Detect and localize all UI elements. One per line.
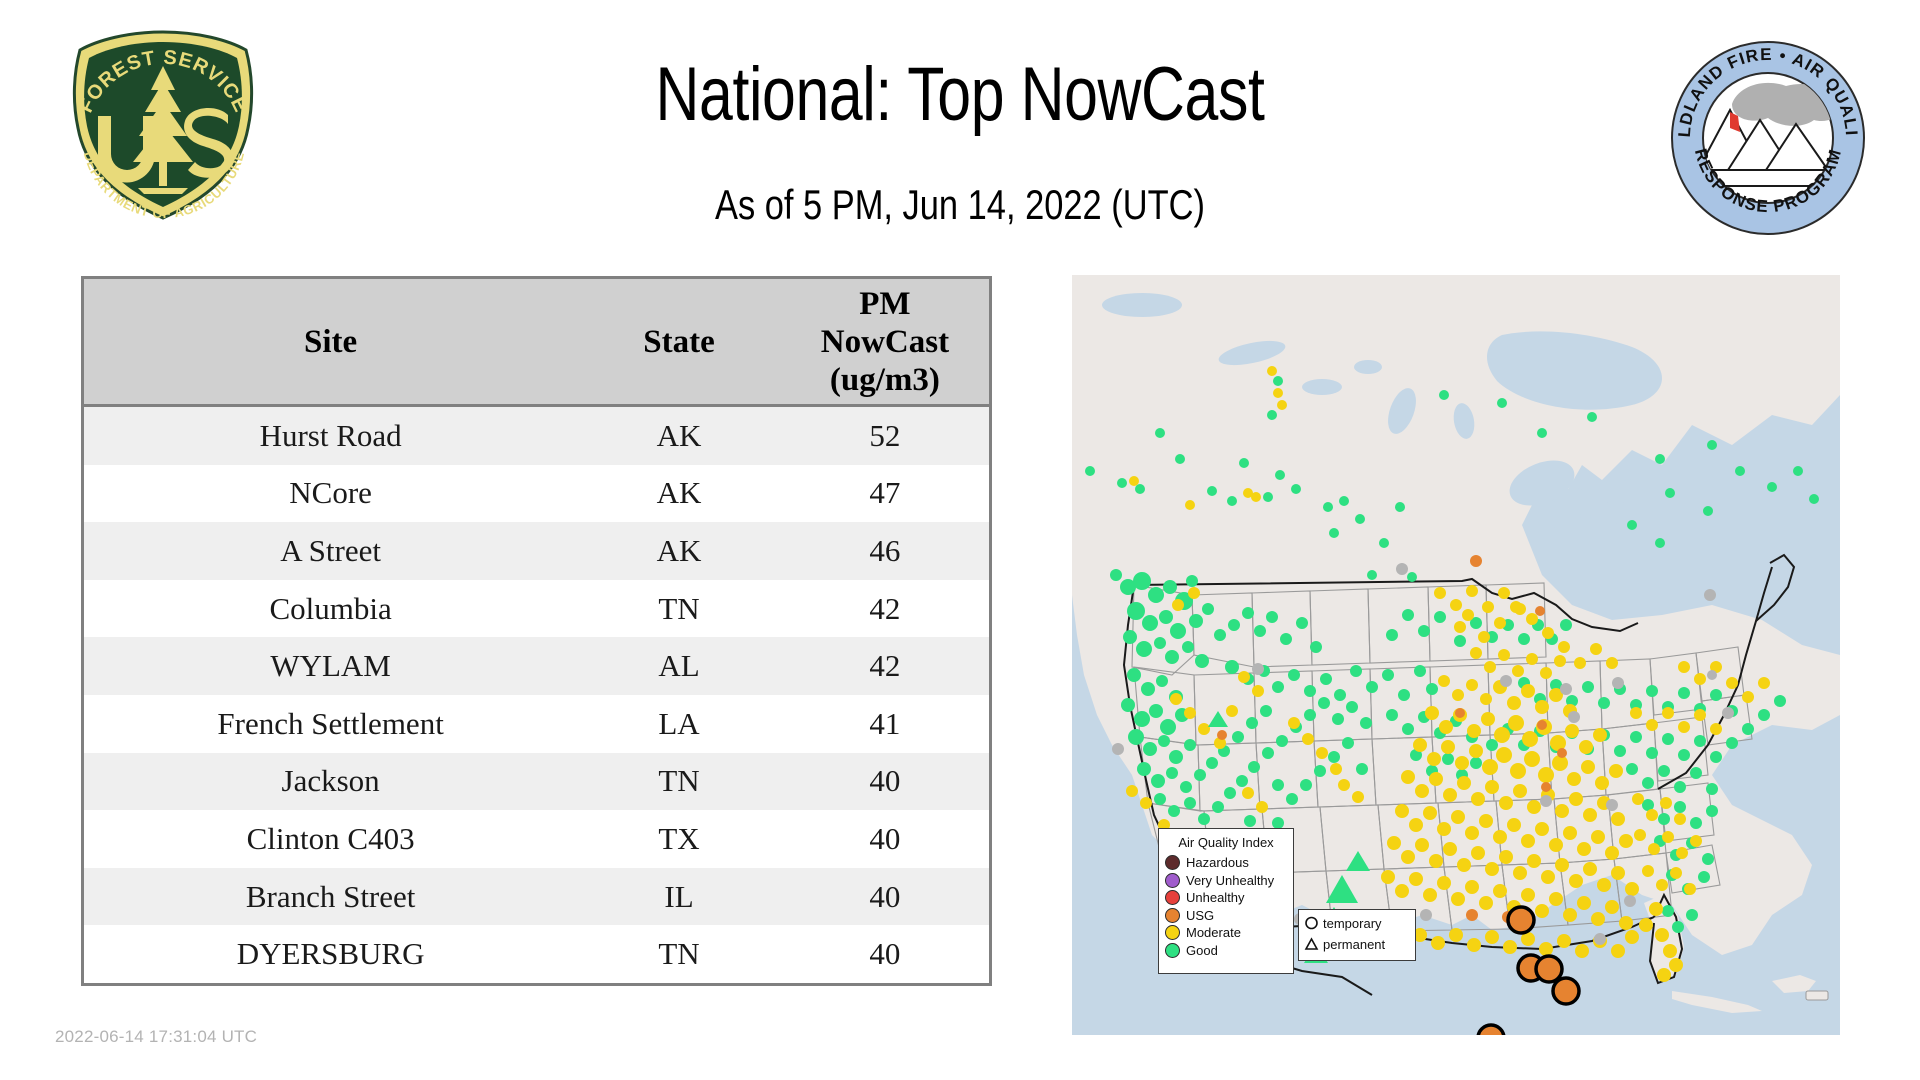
- site-cell: NCore: [289, 475, 372, 511]
- pm-cell: 42: [869, 648, 901, 684]
- site-cell: Hurst Road: [259, 417, 402, 453]
- usfs-shield-logo: FOREST SERVICE DEPARTMENT OF AGRICULTURE: [56, 28, 271, 223]
- state-cell: TN: [658, 763, 700, 799]
- aqi-legend-swatch: [1165, 925, 1180, 941]
- site-cell: A Street: [280, 532, 381, 568]
- pm-cell: 42: [869, 590, 901, 626]
- aqi-legend-item: Hazardous: [1165, 854, 1287, 872]
- pm-cell: 46: [869, 532, 901, 568]
- aqi-legend-swatch: [1165, 855, 1180, 871]
- page-subtitle: As of 5 PM, Jun 14, 2022 (UTC): [714, 181, 1206, 228]
- usfs-letter-s: [184, 108, 233, 178]
- pm-cell: 40: [869, 878, 901, 914]
- aqi-legend-label: Unhealthy: [1186, 890, 1245, 906]
- triangle-outline-icon: [1304, 937, 1323, 952]
- map-dots-nodata: [1112, 563, 1734, 945]
- table-row: Clinton C403 TX 40: [84, 810, 989, 868]
- aqi-legend-item: USG: [1165, 907, 1287, 925]
- state-cell: LA: [658, 705, 700, 741]
- aqi-legend-swatch: [1165, 872, 1180, 888]
- column-header-state: State: [577, 279, 781, 407]
- pm-cell: 47: [869, 475, 901, 511]
- footer-timestamp: 2022-06-14 17:31:04 UTC: [55, 1027, 258, 1046]
- table-body: Hurst Road AK 52 NCore AK 47 A Street AK 46 Colum…: [84, 405, 989, 983]
- pm-cell: 52: [869, 417, 901, 453]
- table-row: Columbia TN 42: [84, 579, 989, 638]
- site-cell: Jackson: [281, 763, 380, 799]
- aqi-legend-swatch: [1165, 907, 1180, 923]
- usfs-pine-tree: [133, 66, 193, 194]
- symbol-legend: temporary permanent: [1298, 909, 1416, 961]
- table-row: Branch Street IL 40: [84, 867, 989, 926]
- column-header-site: Site: [84, 279, 578, 407]
- map-dots-good: [1085, 376, 1819, 933]
- fire-flag-icon: [1730, 112, 1740, 132]
- column-header-pm-line2: NowCast: [820, 323, 950, 360]
- aqi-legend-swatch: [1165, 942, 1180, 958]
- page-title: National: Top NowCast: [655, 52, 1265, 137]
- aqi-legend-item: Moderate: [1165, 924, 1287, 942]
- column-header-pm-line3: (ug/m3): [829, 361, 940, 398]
- site-cell: WYLAM: [270, 648, 391, 684]
- map-lakes: [1102, 293, 1662, 547]
- column-header-pm-line1: PM: [859, 285, 911, 322]
- aqi-legend: Air Quality Index Hazardous Very Unhealth…: [1158, 828, 1294, 974]
- state-cell: AK: [656, 417, 702, 453]
- symbol-legend-label-permanent: permanent: [1323, 937, 1386, 952]
- aqi-legend-item: Good: [1165, 942, 1287, 960]
- table-header: Site State PM NowCast (ug/m3): [84, 279, 989, 407]
- state-cell: AL: [658, 648, 700, 684]
- table-row: Jackson TN 40: [84, 752, 989, 811]
- nowcast-table: Site State PM NowCast (ug/m3) Hurst Road…: [84, 279, 989, 983]
- table-row: DYERSBURG TN 40: [84, 925, 989, 983]
- symbol-legend-row-temporary: temporary: [1304, 913, 1410, 934]
- site-cell: Branch Street: [245, 878, 416, 914]
- site-cell: DYERSBURG: [236, 936, 425, 972]
- aqi-legend-title: Air Quality Index: [1178, 835, 1274, 850]
- table-row: A Street AK 46: [84, 522, 989, 580]
- site-cell: Clinton C403: [246, 820, 415, 856]
- smoke-plume: [1732, 82, 1833, 126]
- pm-cell: 40: [869, 820, 901, 856]
- table-row: Hurst Road AK 52: [84, 405, 989, 465]
- symbol-legend-row-permanent: permanent: [1304, 934, 1410, 955]
- aqi-legend-label: Good: [1186, 942, 1218, 958]
- site-cell: Columbia: [269, 590, 392, 626]
- state-cell: AK: [656, 532, 702, 568]
- state-cell: TN: [658, 590, 700, 626]
- aqi-legend-label: Moderate: [1186, 925, 1241, 941]
- aqi-legend-rows: Hazardous Very Unhealthy Unhealthy USG Moder…: [1165, 854, 1287, 959]
- state-cell: TN: [658, 936, 700, 972]
- state-cell: AK: [656, 475, 702, 511]
- site-cell: French Settlement: [217, 705, 444, 741]
- column-header-pm-nowcast: PM NowCast (ug/m3): [780, 279, 989, 407]
- aqi-legend-label: USG: [1186, 907, 1215, 923]
- table-row: French Settlement LA 41: [84, 694, 989, 753]
- map-highlighted-sites: [1476, 905, 1581, 1035]
- pm-cell: 40: [869, 763, 901, 799]
- symbol-legend-label-temporary: temporary: [1323, 916, 1382, 931]
- table-row: NCore AK 47: [84, 464, 989, 523]
- nowcast-table-container: Site State PM NowCast (ug/m3) Hurst Road…: [81, 276, 992, 986]
- map-dots-usg: [1217, 555, 1567, 927]
- circle-outline-icon: [1304, 916, 1323, 931]
- map-monitor-dots: [1085, 366, 1819, 1035]
- state-cell: TX: [658, 820, 700, 856]
- pm-cell: 40: [869, 936, 901, 972]
- aqi-legend-item: Unhealthy: [1165, 889, 1287, 907]
- map-dots-moderate: [1126, 366, 1770, 982]
- usfs-letter-u: [98, 116, 155, 183]
- pm-cell: 41: [869, 705, 901, 741]
- aqi-legend-swatch: [1165, 890, 1180, 906]
- table-row: WYLAM AL 42: [84, 637, 989, 695]
- wfaqrp-logo: WILDLAND FIRE • AIR QUALITY RESPONSE PRO…: [1668, 38, 1868, 238]
- state-cell: IL: [664, 878, 694, 914]
- aqi-legend-item: Very Unhealthy: [1165, 872, 1287, 890]
- air-quality-map[interactable]: Air Quality Index Hazardous Very Unhealth…: [1072, 275, 1840, 1035]
- aqi-legend-label: Very Unhealthy: [1186, 872, 1275, 888]
- table-header-row: Site State PM NowCast (ug/m3): [84, 279, 989, 407]
- aqi-legend-label: Hazardous: [1186, 855, 1249, 871]
